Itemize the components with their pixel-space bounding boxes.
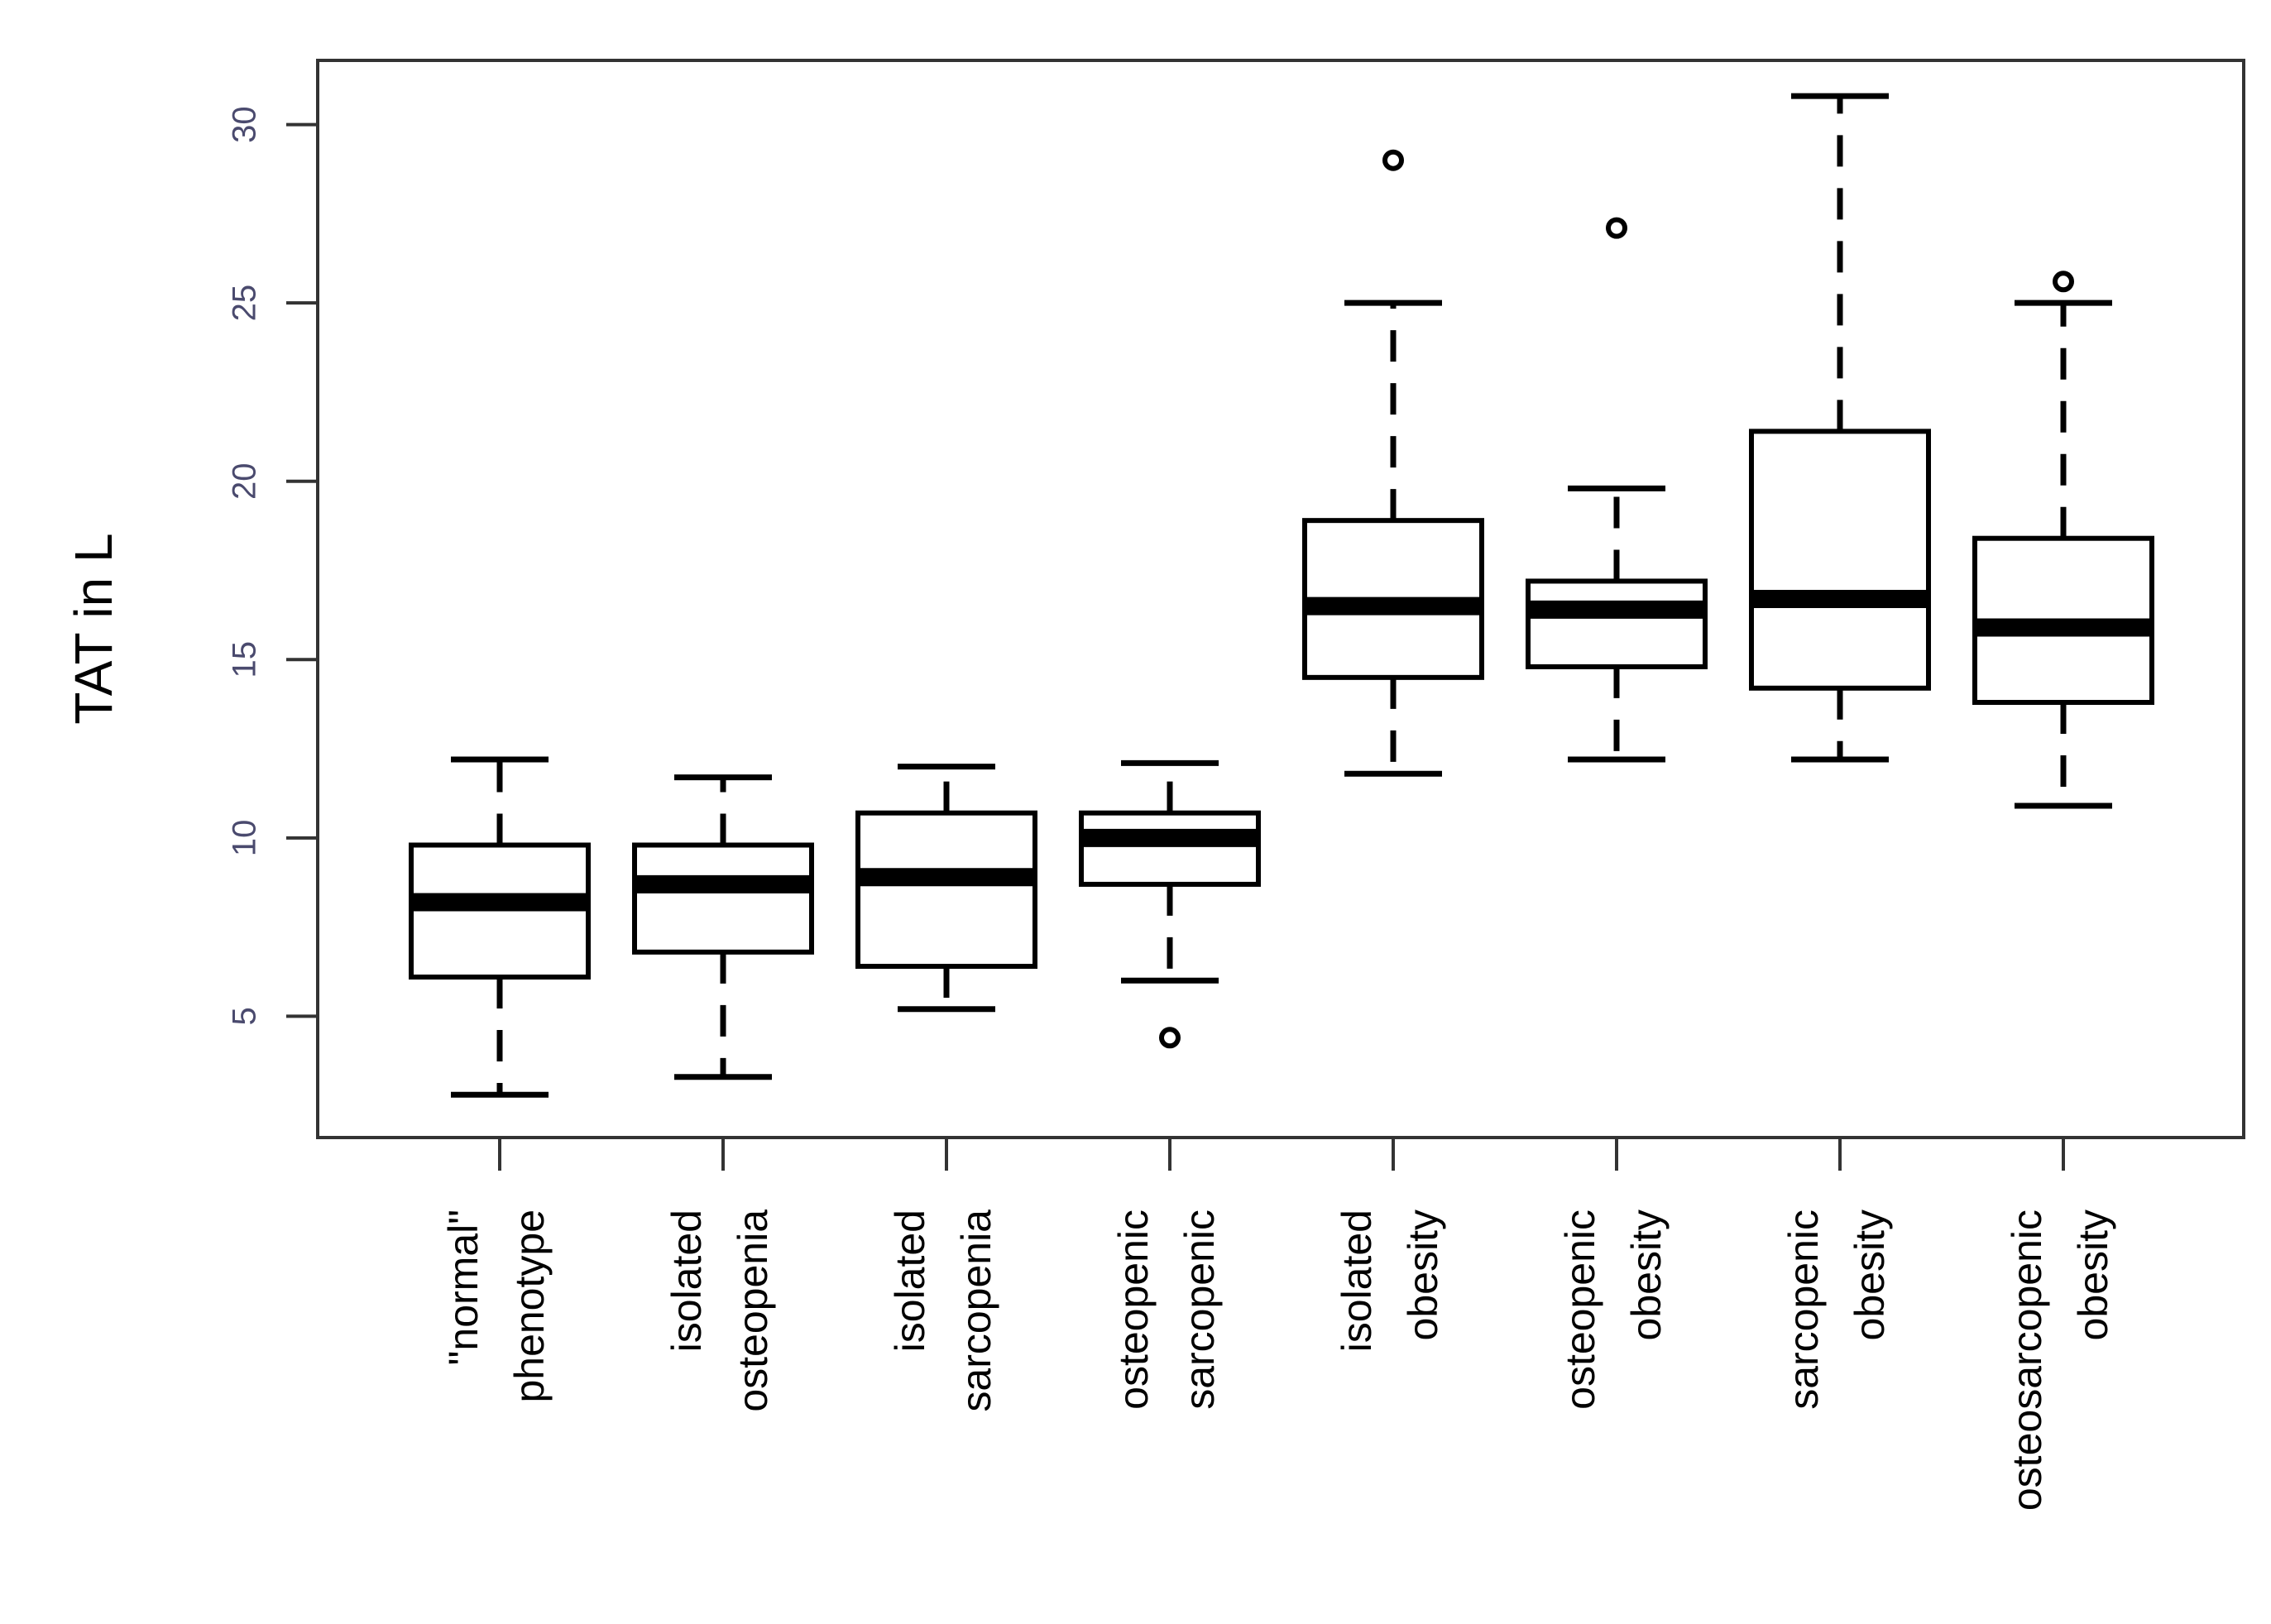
plot-frame [316, 59, 2245, 1139]
x-axis: "normal" phenotype isolated osteopenia isola… [440, 1138, 2116, 1511]
x-category-label: obesity [2070, 1210, 2116, 1340]
x-category-label: obesity [1847, 1210, 1893, 1340]
outlier-point [1606, 217, 1627, 239]
x-category-label: osteosarcopenic [2004, 1210, 2050, 1511]
x-category-label: osteopenic [1110, 1210, 1157, 1410]
outlier-point [1159, 1027, 1181, 1049]
box-iqr [855, 810, 1037, 970]
y-tick-label: 20 [227, 462, 263, 500]
box-group [1526, 217, 1708, 763]
y-tick-label: 15 [227, 641, 263, 678]
y-axis: 5 10 15 20 25 30 [227, 106, 318, 1026]
x-category-label: isolated [887, 1210, 933, 1352]
x-category-label: sarcopenic [1176, 1210, 1223, 1410]
box-iqr [1749, 429, 1931, 691]
y-tick-label: 25 [227, 285, 263, 322]
box-iqr [1079, 810, 1261, 887]
box-group [1302, 149, 1484, 777]
x-category-label: obesity [1400, 1210, 1446, 1340]
outlier-point [1382, 149, 1404, 171]
x-category-label: obesity [1623, 1210, 1670, 1340]
x-category-label: "normal" [440, 1210, 486, 1365]
outlier-point [2053, 271, 2074, 293]
x-category-label: isolated [1334, 1210, 1380, 1352]
box-group [855, 764, 1037, 1013]
box-iqr [1526, 578, 1708, 669]
y-tick-label: 5 [227, 1007, 263, 1025]
y-tick-label: 30 [227, 106, 263, 143]
box-group [632, 774, 814, 1080]
box-group [1079, 759, 1261, 1049]
x-category-label: sarcopenic [1780, 1210, 1827, 1410]
boxes [409, 93, 2154, 1098]
y-axis-title: TAT in L [64, 533, 123, 724]
y-tick-label: 10 [227, 820, 263, 856]
box-iqr [632, 842, 814, 955]
x-category-label: sarcopenia [953, 1210, 999, 1412]
x-category-label: phenotype [506, 1210, 553, 1403]
box-group [1972, 271, 2154, 809]
box-group [409, 756, 591, 1098]
x-category-label: osteopenia [730, 1210, 776, 1412]
x-category-label: isolated [664, 1210, 710, 1352]
box-group [1749, 93, 1931, 763]
x-category-label: osteopenic [1557, 1210, 1603, 1410]
